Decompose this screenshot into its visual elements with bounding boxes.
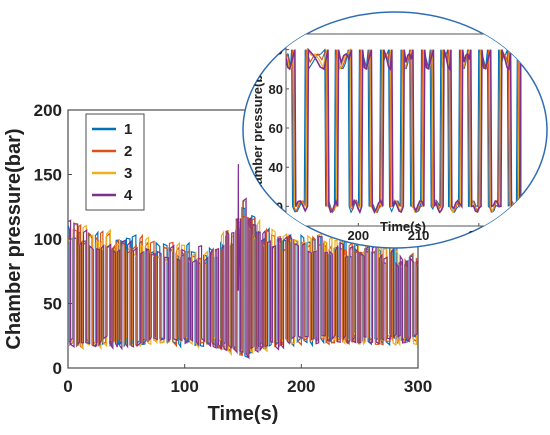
inset-x-tick-label: 220 xyxy=(468,228,490,243)
main-axis-ticks: 0 100 200 300 0 50 100 150 200 xyxy=(34,101,433,396)
legend-label-1: 1 xyxy=(124,121,132,138)
inset-y-tick-label: 60 xyxy=(269,121,283,136)
y-tick-label: 0 xyxy=(53,359,62,378)
x-tick-label: 100 xyxy=(170,377,198,396)
inset-y-tick-label: 40 xyxy=(269,160,283,175)
legend-items: 1 2 3 4 xyxy=(92,121,133,204)
y-tick-label: 50 xyxy=(43,295,62,314)
inset-y-tick-label: 80 xyxy=(269,82,283,97)
inset-x-tick-label: 210 xyxy=(408,228,430,243)
zoom-inset: 19020021022020406080100 Time(s) Chamber … xyxy=(242,11,548,249)
y-tick-label: 100 xyxy=(34,230,62,249)
legend-label-4: 4 xyxy=(124,187,133,204)
legend-label-2: 2 xyxy=(124,143,132,160)
main-series-group xyxy=(68,164,418,360)
inset-x-axis-label: Time(s) xyxy=(380,219,426,234)
inset-y-tick-label: 100 xyxy=(261,43,283,58)
y-tick-label: 150 xyxy=(34,166,62,185)
x-tick-label: 0 xyxy=(63,377,72,396)
inset-y-axis-label: Chamber pressure(bar) xyxy=(250,58,265,202)
series-line-4 xyxy=(68,164,418,360)
x-tick-label: 300 xyxy=(404,377,432,396)
legend: 1 2 3 4 xyxy=(85,113,145,211)
y-axis-label: Chamber pressure(bar) xyxy=(3,128,25,349)
inset-x-tick-label: 200 xyxy=(347,228,369,243)
inset-series-line-4 xyxy=(286,47,521,215)
y-tick-label: 200 xyxy=(34,101,62,120)
x-axis-label: Time(s) xyxy=(208,403,279,425)
legend-label-3: 3 xyxy=(124,165,132,182)
inset-series-group xyxy=(286,47,521,215)
x-tick-label: 200 xyxy=(287,377,315,396)
